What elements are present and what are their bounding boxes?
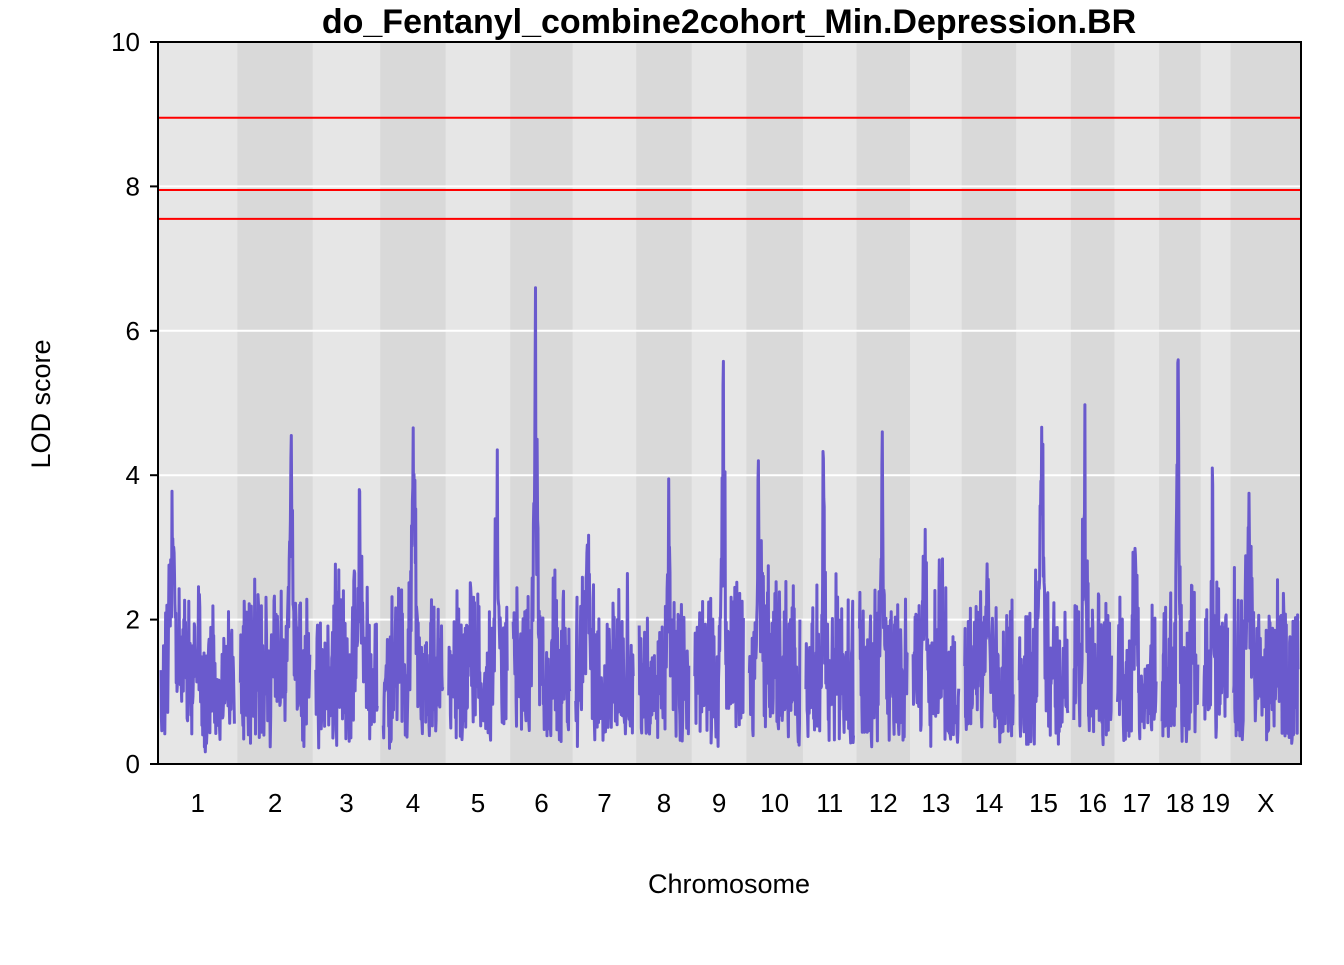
x-tick-label-chr-6: 6 <box>534 788 548 818</box>
x-tick-label-chr-18: 18 <box>1165 788 1194 818</box>
lod-trace-chr-14 <box>963 562 1015 744</box>
lod-trace-chr-16 <box>1072 403 1113 747</box>
y-tick-label-8: 8 <box>126 171 140 201</box>
lod-trace-chr-8 <box>637 477 691 743</box>
x-tick-label-chr-7: 7 <box>597 788 611 818</box>
x-tick-label-chr-14: 14 <box>974 788 1003 818</box>
lod-trace-chr-7 <box>574 533 635 748</box>
lod-trace-chr-10 <box>747 459 802 747</box>
lod-trace-chr-5 <box>447 448 509 742</box>
y-tick-label-2: 2 <box>126 605 140 635</box>
lod-trace-chr-1 <box>159 489 236 754</box>
lod-trace-chr-12 <box>858 430 909 749</box>
y-axis-ticks: 0 2 4 6 8 10 <box>111 27 158 779</box>
lod-trace-chr-15 <box>1017 425 1070 746</box>
lod-trace-chr-4 <box>381 426 445 750</box>
y-tick-label-6: 6 <box>126 316 140 346</box>
lod-series <box>159 286 1300 754</box>
x-tick-label-chr-5: 5 <box>471 788 485 818</box>
y-tick-label-0: 0 <box>126 749 140 779</box>
x-tick-label-chr-1: 1 <box>190 788 204 818</box>
chart-title: do_Fentanyl_combine2cohort_Min.Depressio… <box>322 3 1136 41</box>
x-tick-label-chr-15: 15 <box>1029 788 1058 818</box>
x-tick-label-chr-12: 12 <box>869 788 898 818</box>
lod-trace-chr-13 <box>911 527 961 748</box>
x-tick-label-chr-8: 8 <box>657 788 671 818</box>
x-tick-label-chr-13: 13 <box>921 788 950 818</box>
lod-trace-chr-17 <box>1116 546 1158 742</box>
lod-trace-chr-19 <box>1202 466 1230 739</box>
lod-trace-chr-2 <box>238 434 312 749</box>
x-tick-label-chr-10: 10 <box>760 788 789 818</box>
x-tick-label-chr-16: 16 <box>1078 788 1107 818</box>
lod-trace-chr-9 <box>693 359 745 748</box>
x-tick-label-chr-17: 17 <box>1122 788 1151 818</box>
lod-trace-chr-X <box>1232 491 1300 745</box>
x-axis-ticks: 1 2 3 4 5 6 7 8 9 10 11 12 13 14 15 16 17 18 19 X <box>190 788 1274 818</box>
lod-trace-chr-6 <box>511 286 572 743</box>
x-tick-label-chr-11: 11 <box>816 788 843 818</box>
y-tick-label-10: 10 <box>111 27 140 57</box>
y-tick-label-4: 4 <box>126 460 140 490</box>
y-axis-label: LOD score <box>26 339 56 468</box>
x-tick-label-chr-2: 2 <box>268 788 282 818</box>
x-tick-label-chr-19: 19 <box>1201 788 1230 818</box>
x-axis-label: Chromosome <box>648 869 810 899</box>
x-tick-label-chr-9: 9 <box>712 788 726 818</box>
x-tick-label-chr-X: X <box>1257 788 1274 818</box>
x-tick-label-chr-3: 3 <box>339 788 353 818</box>
lod-trace-chr-3 <box>314 488 379 750</box>
lod-trace-chr-18 <box>1160 358 1200 744</box>
plot-frame <box>157 41 1302 765</box>
threshold-lines <box>158 116 1301 220</box>
x-tick-label-chr-4: 4 <box>406 788 420 818</box>
lod-trace-chr-11 <box>804 450 855 745</box>
